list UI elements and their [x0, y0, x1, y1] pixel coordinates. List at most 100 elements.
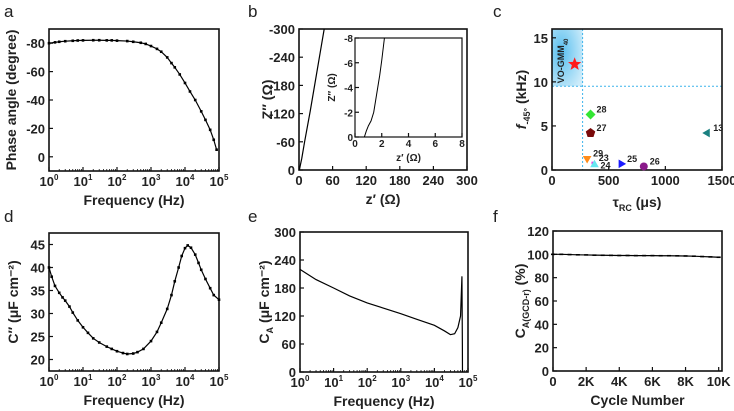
tick-label: -240 — [269, 50, 295, 65]
region-label-main: VO-GMM — [556, 45, 566, 83]
data-point — [608, 254, 613, 257]
data-point — [567, 253, 572, 256]
data-point — [170, 61, 173, 65]
data-point — [658, 254, 663, 257]
data-point — [217, 298, 221, 301]
tick-label: 300 — [274, 225, 296, 240]
data-point — [110, 39, 114, 42]
tick-exponent: 5 — [224, 373, 229, 382]
data-point — [61, 296, 64, 299]
tick-exponent: 4 — [190, 173, 195, 182]
series-line — [48, 244, 220, 355]
tick-label: 30 — [31, 307, 45, 322]
data-point — [575, 254, 580, 256]
tick-label: 0 — [289, 365, 296, 380]
tick-label: 40 — [31, 261, 45, 276]
series — [47, 244, 221, 356]
tick-label: 102 — [358, 374, 377, 390]
tick-label: -2 — [344, 108, 353, 119]
data-point — [53, 284, 57, 288]
data-point — [204, 277, 207, 281]
plot-frame — [48, 232, 220, 372]
tick-exponent: 2 — [122, 173, 127, 182]
scatter-point: 13 — [702, 123, 723, 138]
tick-label: 240 — [274, 253, 296, 268]
data-point — [625, 254, 630, 257]
y-axis-label: Z″ (Ω) — [259, 80, 275, 120]
tick-label: -6 — [344, 59, 353, 70]
tick-label: 0 — [288, 163, 295, 178]
tick-base: 10 — [358, 375, 372, 390]
data-point — [212, 293, 216, 297]
data-point — [639, 162, 648, 171]
x-axis-label-main: τ — [613, 194, 620, 210]
data-point — [155, 47, 159, 51]
tick-label: 100 — [40, 173, 59, 189]
series-line — [48, 39, 218, 150]
x-axis-label: z′ (Ω) — [366, 191, 401, 207]
data-point — [81, 39, 85, 42]
y-axis-label: C″ (μF cm⁻²) — [5, 260, 21, 343]
data-point — [91, 38, 95, 42]
panel-label: c — [493, 2, 502, 21]
tick-exponent: 4 — [190, 373, 195, 382]
data-point — [63, 299, 67, 302]
data-point — [71, 39, 75, 43]
tick-label: 103 — [142, 373, 161, 389]
data-point — [716, 256, 721, 259]
data-point — [110, 347, 114, 351]
tick-exponent: 2 — [372, 374, 377, 383]
tick-label: 1500 — [708, 173, 734, 188]
data-point — [208, 128, 212, 132]
tick-label: 10K — [707, 374, 731, 389]
tick-label: 60 — [535, 294, 549, 309]
panel-label: f — [493, 207, 498, 226]
data-point — [91, 337, 95, 340]
data-point — [115, 349, 119, 353]
x-axis-label: τRC (μs) — [613, 194, 662, 213]
series — [299, 268, 464, 373]
scatter-point: 29 — [582, 149, 603, 164]
data-point — [149, 44, 153, 48]
data-point — [197, 261, 200, 265]
data-point — [199, 110, 203, 113]
tick-base: 10 — [74, 374, 88, 389]
series-line — [299, 268, 464, 373]
tick-base: 10 — [108, 374, 122, 389]
data-point — [131, 40, 135, 44]
data-point — [702, 128, 710, 138]
data-point — [178, 73, 182, 76]
tick-base: 10 — [425, 375, 439, 390]
tick-label: 20 — [535, 341, 549, 356]
x-axis-label-sub: RC — [619, 203, 632, 213]
y-axis-label-main: C — [512, 328, 528, 338]
tick-label: -40 — [26, 93, 45, 108]
tick-label: -20 — [26, 121, 45, 136]
data-point — [97, 341, 101, 344]
tick-label: 0 — [352, 139, 358, 150]
data-point — [47, 266, 51, 269]
point-label: 25 — [627, 154, 637, 164]
data-point — [650, 254, 655, 257]
scatter-point: 26 — [639, 156, 660, 171]
data-point — [76, 39, 80, 42]
panel-label: e — [248, 207, 257, 226]
y-axis-label-sub: -45° — [522, 108, 532, 125]
tick-exponent: 1 — [88, 373, 93, 382]
scatter-point: 25 — [618, 154, 637, 169]
tick-label: 101 — [324, 374, 343, 390]
tick-label: 0 — [542, 364, 549, 379]
data-point — [71, 311, 75, 314]
data-point — [633, 254, 638, 257]
tick-label: 120 — [274, 309, 296, 324]
tick-exponent: 5 — [473, 374, 478, 383]
series — [363, 37, 385, 138]
tick-base: 10 — [210, 174, 224, 189]
tick-label: 103 — [142, 173, 161, 189]
tick-label: 60 — [325, 173, 339, 188]
point-label: 27 — [597, 123, 607, 133]
data-point — [642, 254, 647, 257]
